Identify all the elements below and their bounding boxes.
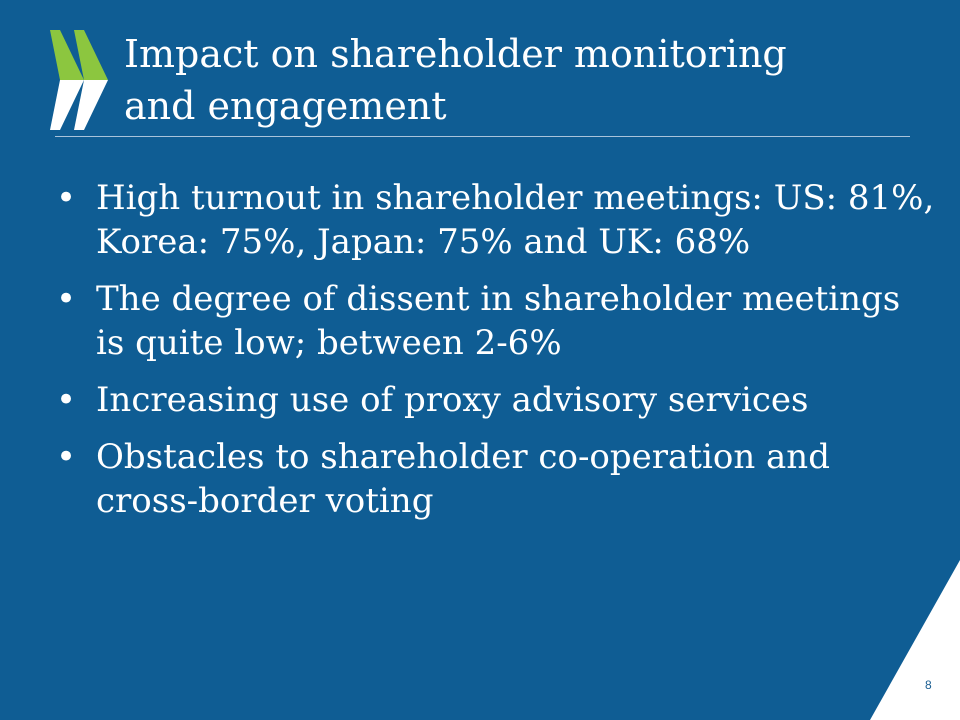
slide-title-line-1: Impact on shareholder monitoring (124, 32, 787, 76)
bullet-dot-icon: • (56, 279, 77, 319)
bullet-text: The degree of dissent in shareholder mee… (96, 279, 901, 363)
bullet-item: • Obstacles to shareholder co-operation … (56, 435, 936, 523)
corner-triangle-decoration (870, 560, 960, 720)
bullet-item: • The degree of dissent in shareholder m… (56, 277, 936, 365)
bullet-list: • High turnout in shareholder meetings: … (56, 176, 936, 536)
slide-title-line-2: and engagement (124, 84, 447, 128)
bullet-dot-icon: • (56, 380, 77, 420)
bullet-item: • Increasing use of proxy advisory servi… (56, 378, 936, 422)
bullet-item: • High turnout in shareholder meetings: … (56, 176, 936, 264)
bullet-text: High turnout in shareholder meetings: US… (96, 178, 935, 262)
page-number: 8 (925, 678, 932, 692)
title-divider (55, 136, 910, 137)
bullet-text: Increasing use of proxy advisory service… (96, 380, 809, 420)
bullet-dot-icon: • (56, 437, 77, 477)
bullet-text: Obstacles to shareholder co-operation an… (96, 437, 830, 521)
oecd-logo-icon (50, 30, 108, 130)
bullet-dot-icon: • (56, 178, 77, 218)
slide-title: Impact on shareholder monitoring and eng… (124, 28, 924, 132)
